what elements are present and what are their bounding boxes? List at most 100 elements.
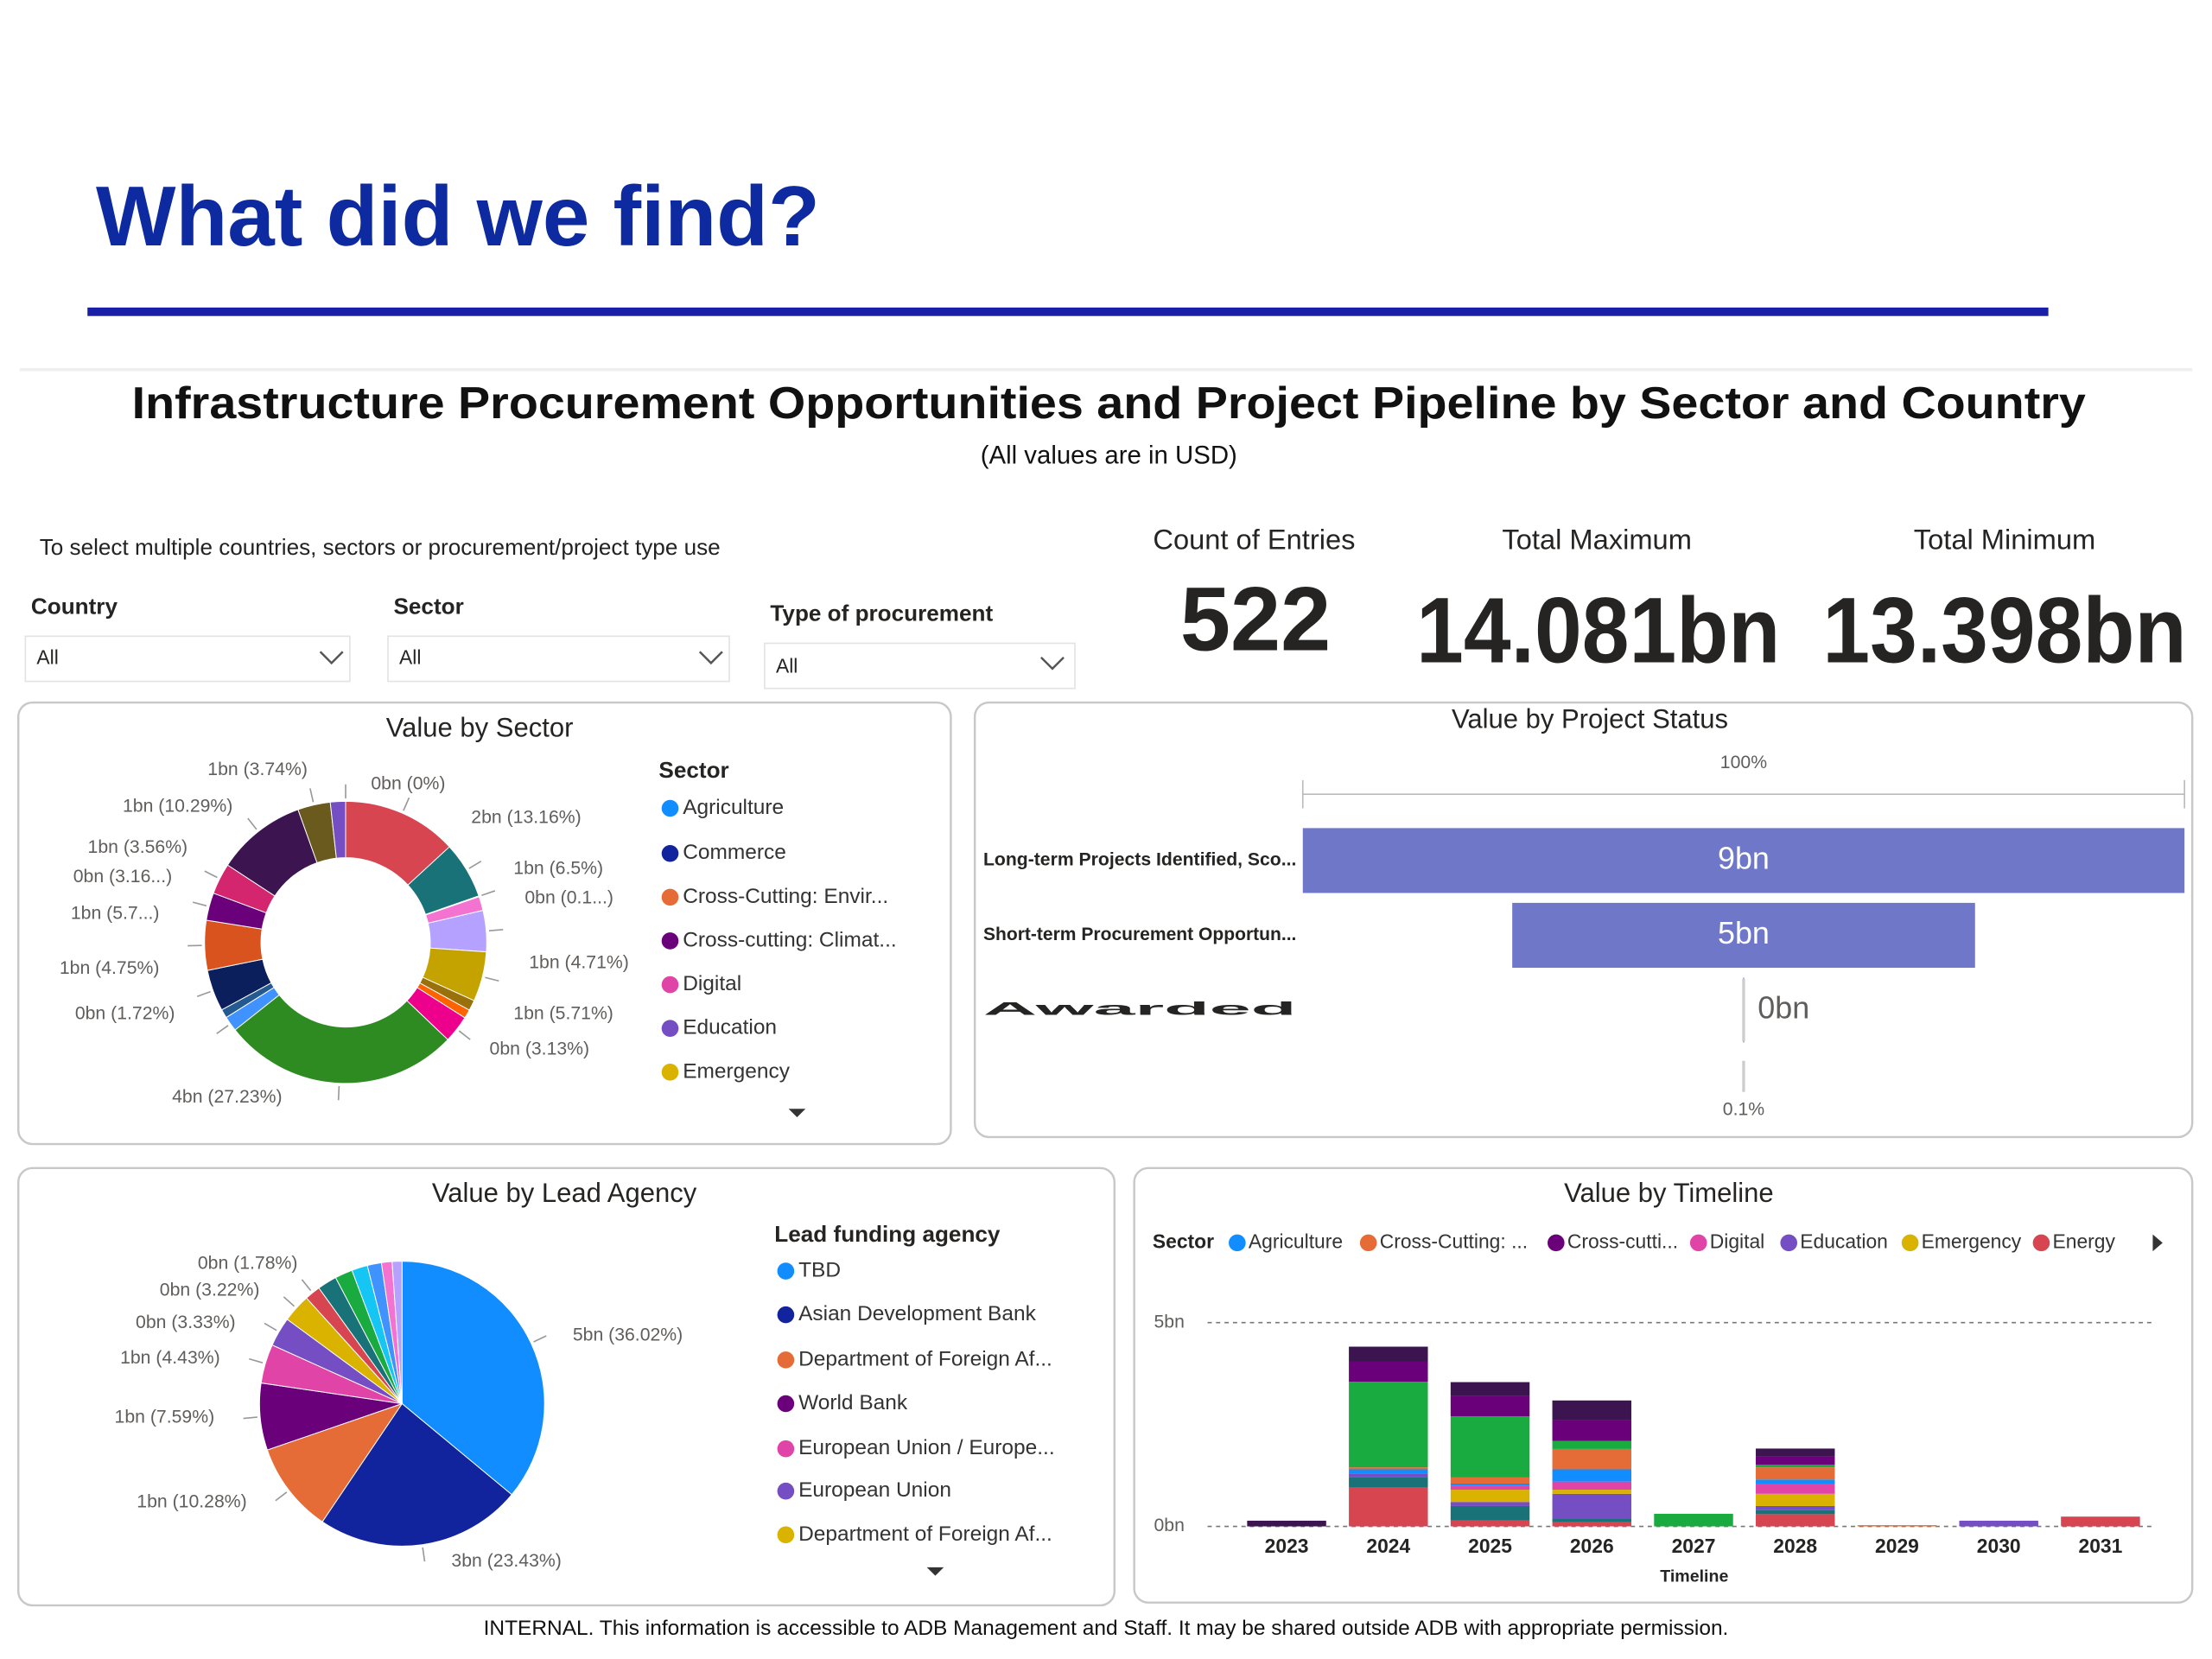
bar-segment [1552, 1481, 1631, 1491]
legend-label: Cross-Cutting: Envir... [683, 885, 888, 908]
bar-segment [1552, 1469, 1631, 1482]
legend-marker [661, 1064, 679, 1081]
leader-line [204, 870, 218, 879]
data-label: 1bn (3.74%) [207, 760, 308, 779]
bar-segment [1552, 1490, 1631, 1494]
data-label: 0bn (3.16...) [73, 867, 172, 887]
data-label: 1bn (3.56%) [88, 837, 188, 857]
legend-scroll-arrow[interactable] [926, 1567, 944, 1576]
filter-value: All [399, 645, 421, 668]
bar-segment [1552, 1518, 1631, 1522]
filter-dropdown[interactable] [764, 642, 1076, 690]
filter-label: Country [31, 594, 118, 620]
bar-segment [1450, 1382, 1530, 1396]
leader-line [275, 1491, 288, 1502]
bar-segment [1552, 1522, 1631, 1527]
leader-line [264, 1322, 277, 1332]
x-tick-label: 2026 [1570, 1535, 1614, 1557]
data-label: 1bn (5.71%) [513, 1003, 613, 1023]
legend-scroll-arrow[interactable] [788, 1109, 806, 1118]
footer: INTERNAL. This information is accessible… [484, 1617, 1729, 1640]
category-label: Long-term Projects Identified, Sco... [983, 850, 1296, 870]
chart-title: Value by Lead Agency [432, 1178, 697, 1208]
page-title: What did we find? [96, 168, 820, 264]
legend-marker [1689, 1234, 1707, 1252]
data-label: 4bn (27.23%) [172, 1087, 282, 1107]
bar-segment [1450, 1490, 1530, 1503]
dropdown-chevron [1040, 656, 1065, 671]
filter-dropdown[interactable] [24, 635, 351, 683]
legend-label: Department of Foreign Af... [798, 1522, 1052, 1546]
legend-marker [777, 1482, 795, 1500]
leader-line [247, 817, 257, 830]
legend-label: Cross-Cutting: ... [1380, 1230, 1528, 1252]
data-label: 0bn (3.33%) [136, 1313, 236, 1332]
x-tick-label: 2024 [1366, 1535, 1410, 1557]
data-label: 1bn (6.5%) [513, 858, 603, 878]
legend-marker [777, 1526, 795, 1544]
bar-segment [1450, 1520, 1530, 1527]
dropdown-chevron [698, 651, 723, 665]
bar-segment [1756, 1510, 1835, 1515]
data-label: 3bn (23.43%) [451, 1551, 561, 1571]
leader-line [422, 1547, 426, 1562]
kpi-label: Count of Entries [1153, 524, 1355, 556]
leader-line [458, 1030, 471, 1040]
data-label: 1bn (10.29%) [123, 796, 232, 816]
bar-segment [1756, 1505, 1835, 1510]
filter-value: All [776, 654, 798, 677]
legend-label: Agriculture [683, 796, 784, 819]
bar-segment [1552, 1448, 1631, 1470]
data-label: 2bn (13.16%) [471, 808, 581, 828]
leader-line [485, 976, 499, 982]
legend-label: Cross-cutti... [1567, 1230, 1678, 1252]
legend-scroll-arrow[interactable] [2152, 1234, 2163, 1252]
legend-label: European Union / Europe... [798, 1436, 1055, 1459]
legend-label: Commerce [683, 841, 786, 864]
legend-marker [777, 1351, 795, 1369]
legend-label: Education [683, 1016, 777, 1039]
category-label: Short-term Procurement Opportun... [983, 925, 1296, 944]
chart-title: Value by Project Status [1452, 703, 1728, 734]
legend-label: World Bank [798, 1391, 908, 1414]
legend-label: Education [1800, 1230, 1888, 1252]
data-label: 9bn [1718, 840, 1770, 875]
legend-title: Sector [658, 757, 728, 783]
bar-segment [1756, 1465, 1835, 1468]
legend-marker [1901, 1234, 1919, 1252]
data-label: 1bn (4.43%) [120, 1348, 220, 1368]
leader-line [533, 1335, 547, 1343]
bar-segment [1450, 1416, 1530, 1478]
legend-label: TBD [798, 1258, 841, 1281]
bar-segment [1247, 1520, 1326, 1527]
data-label: 5bn (36.02%) [573, 1325, 683, 1345]
data-label: 1bn (7.59%) [115, 1407, 215, 1427]
legend-title: Lead funding agency [774, 1221, 1001, 1247]
bar-segment [1349, 1473, 1428, 1478]
legend-label: Cross-cutting: Climat... [683, 928, 896, 951]
bar-segment [1552, 1420, 1631, 1441]
data-label: 1bn (10.28%) [137, 1491, 246, 1511]
legend-label: Department of Foreign Af... [798, 1347, 1052, 1370]
pie-slice [401, 1261, 545, 1496]
legend-marker [661, 976, 679, 994]
legend-marker [777, 1262, 795, 1280]
legend-marker [1359, 1234, 1377, 1252]
leader-line [468, 860, 482, 869]
x-tick-label: 2031 [2079, 1535, 2123, 1557]
bar-segment [1756, 1484, 1835, 1494]
data-label: 0bn (1.78%) [198, 1253, 298, 1273]
data-label: 5bn [1718, 915, 1770, 950]
x-axis-title: Timeline [1660, 1567, 1728, 1586]
bar-segment [1450, 1485, 1530, 1491]
bar-segment [1552, 1440, 1631, 1449]
bar-segment [1756, 1448, 1835, 1457]
legend-label: Digital [683, 972, 741, 995]
filter-label: Type of procurement [770, 601, 993, 626]
bar-segment [1756, 1493, 1835, 1506]
filter-dropdown[interactable] [387, 635, 730, 683]
leader-line [196, 990, 211, 998]
chart-title: Value by Sector [386, 712, 574, 742]
title-underline [87, 307, 2049, 316]
